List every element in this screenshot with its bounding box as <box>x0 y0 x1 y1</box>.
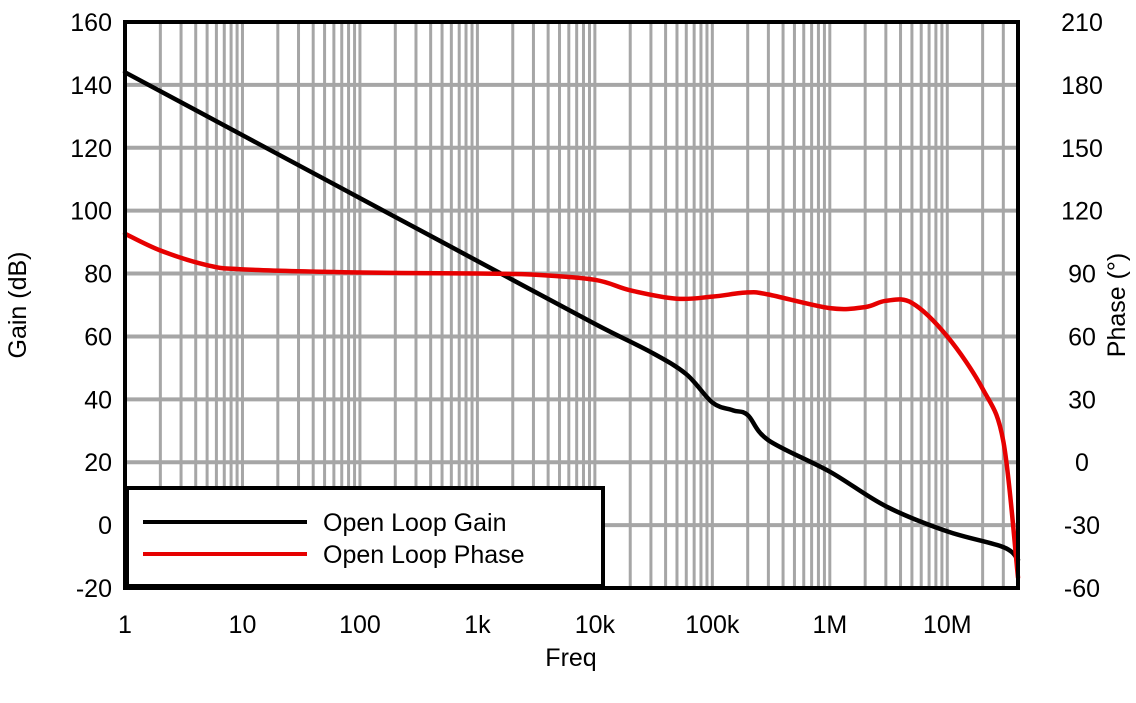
y-left-tick-label: 20 <box>84 449 112 477</box>
y-left-axis-title: Gain (dB) <box>4 252 32 359</box>
legend-label-phase: Open Loop Phase <box>323 541 525 569</box>
x-axis-title: Freq <box>545 644 596 672</box>
x-tick-label: 1k <box>464 611 491 639</box>
y-right-tick-labels: 210 180 150 120 90 60 30 0 -30 -60 <box>1061 9 1103 603</box>
y-left-tick-label: -20 <box>76 575 112 603</box>
y-left-tick-label: 120 <box>70 135 112 163</box>
y-right-tick-label: 0 <box>1075 449 1089 477</box>
y-left-tick-label: 160 <box>70 9 112 37</box>
y-left-tick-label: 100 <box>70 198 112 226</box>
series-group <box>122 70 1021 580</box>
x-tick-label: 10k <box>575 611 616 639</box>
y-right-tick-label: 150 <box>1061 135 1103 163</box>
y-left-tick-label: 60 <box>84 323 112 351</box>
x-tick-labels: 1 10 100 1k 10k 100k 1M 10M <box>118 611 972 639</box>
y-left-tick-label: 80 <box>84 261 112 289</box>
y-right-tick-label: -30 <box>1064 512 1100 540</box>
y-left-tick-label: 0 <box>98 512 112 540</box>
x-tick-label: 1M <box>812 611 847 639</box>
x-tick-label: 100 <box>339 611 381 639</box>
y-right-tick-label: 180 <box>1061 72 1103 100</box>
x-tick-label: 10M <box>923 611 972 639</box>
y-right-tick-label: 120 <box>1061 198 1103 226</box>
y-right-tick-label: 30 <box>1068 386 1096 414</box>
x-tick-label: 10 <box>229 611 257 639</box>
y-right-tick-label: 210 <box>1061 9 1103 37</box>
y-left-tick-label: 40 <box>84 386 112 414</box>
y-right-tick-label: -60 <box>1064 575 1100 603</box>
legend: Open Loop Gain Open Loop Phase <box>125 486 605 588</box>
x-tick-label: 100k <box>685 611 740 639</box>
series-line-open-loop-gain <box>122 70 1021 562</box>
y-right-tick-label: 90 <box>1068 261 1096 289</box>
y-right-tick-label: 60 <box>1068 323 1096 351</box>
series-line-open-loop-phase <box>122 231 1021 580</box>
legend-box <box>125 486 605 588</box>
legend-label-gain: Open Loop Gain <box>323 509 506 537</box>
y-left-tick-label: 140 <box>70 72 112 100</box>
y-left-tick-labels: 160 140 120 100 80 60 40 20 0 -20 <box>70 9 112 603</box>
y-right-axis-title: Phase (°) <box>1103 253 1131 357</box>
x-tick-label: 1 <box>118 611 132 639</box>
